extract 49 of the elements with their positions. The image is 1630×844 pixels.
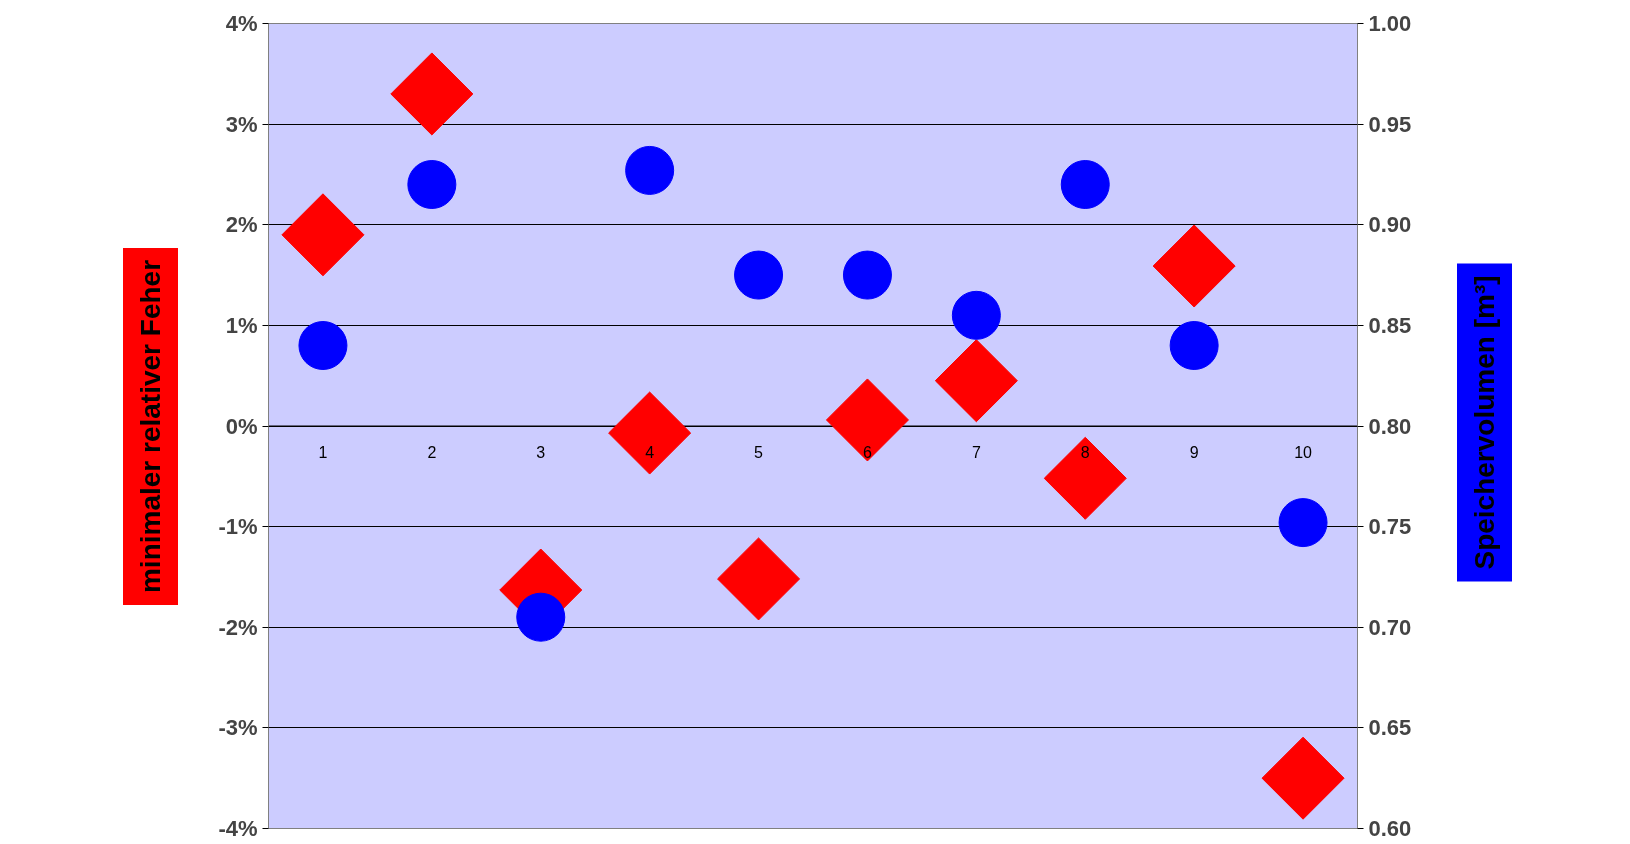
x-tick-label: 8 bbox=[1080, 444, 1090, 461]
y-tick-label: 3% bbox=[225, 111, 258, 137]
y-tick-label: -1% bbox=[218, 514, 258, 540]
point bbox=[1060, 160, 1110, 209]
y2-tick-label: 0.75 bbox=[1368, 514, 1412, 540]
y2-tick-label: 0.65 bbox=[1368, 715, 1412, 741]
y2-tick-label: 0.90 bbox=[1368, 212, 1412, 238]
point bbox=[281, 193, 365, 277]
y-axis-title: minimaler relativer Feher bbox=[135, 259, 166, 594]
x-tick-label: 5 bbox=[754, 444, 764, 461]
point bbox=[1043, 436, 1127, 520]
x-tick-label: 3 bbox=[536, 444, 546, 461]
point bbox=[1278, 498, 1328, 548]
point bbox=[717, 537, 801, 621]
point bbox=[516, 592, 566, 642]
point bbox=[1169, 321, 1219, 370]
x-tick-label: 2 bbox=[427, 444, 437, 461]
x-tick-label: 4 bbox=[645, 444, 655, 461]
y2-tick-label: 1.00 bbox=[1368, 11, 1412, 36]
y-tick-label: 4% bbox=[225, 11, 258, 36]
x-tick-label: 7 bbox=[971, 444, 981, 461]
point bbox=[407, 160, 457, 209]
y2-tick-label: 0.70 bbox=[1368, 614, 1412, 640]
y2-tick-label: 0.80 bbox=[1368, 413, 1412, 439]
point bbox=[951, 290, 1001, 340]
point bbox=[608, 391, 692, 475]
x-tick-label: 9 bbox=[1189, 444, 1199, 461]
point bbox=[734, 250, 784, 300]
y-tick-label: -2% bbox=[218, 614, 258, 640]
point bbox=[390, 52, 474, 136]
y2-axis-title: Speichervolumen [m³] bbox=[1469, 275, 1500, 570]
x-tick-label: 1 bbox=[318, 444, 328, 461]
y-tick-label: -4% bbox=[218, 816, 258, 841]
y2-tick-label: 0.60 bbox=[1368, 816, 1412, 841]
point bbox=[934, 339, 1018, 423]
y2-tick-label: 0.95 bbox=[1368, 111, 1412, 137]
y-tick-label: 1% bbox=[225, 312, 258, 338]
y-tick-label: 0% bbox=[225, 413, 258, 439]
x-tick-label: 10 bbox=[1294, 444, 1313, 461]
point bbox=[825, 378, 909, 462]
x-tick-label: 6 bbox=[863, 444, 872, 461]
point bbox=[625, 145, 675, 195]
y-tick-label: 2% bbox=[225, 212, 258, 238]
point bbox=[298, 321, 348, 370]
y2-tick-label: 0.85 bbox=[1368, 312, 1412, 338]
point bbox=[1152, 224, 1236, 308]
y-tick-label: -3% bbox=[218, 715, 258, 741]
point bbox=[1261, 736, 1345, 820]
point bbox=[842, 250, 892, 300]
